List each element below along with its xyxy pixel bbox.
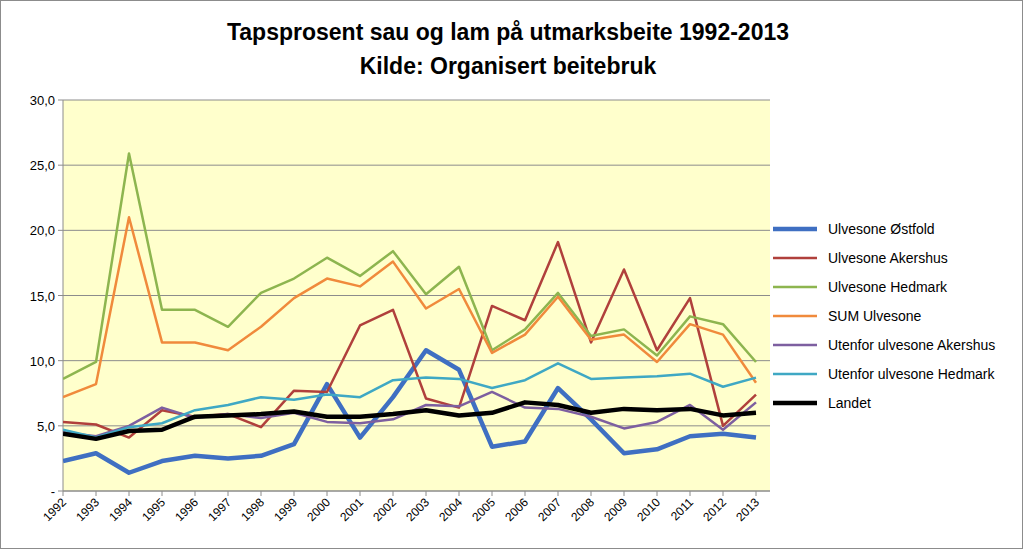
y-tick-label: 10,0 xyxy=(30,354,55,369)
plot-area xyxy=(63,100,770,491)
x-tick-label: 2005 xyxy=(469,495,498,524)
y-tick-label: 5,0 xyxy=(37,419,55,434)
x-tick xyxy=(294,491,295,496)
legend-swatch xyxy=(773,227,817,232)
x-tick-label: 2003 xyxy=(403,495,432,524)
x-tick-label: 2007 xyxy=(535,495,564,524)
x-tick xyxy=(360,491,361,496)
x-tick-label: 2008 xyxy=(568,495,597,524)
x-tick xyxy=(96,491,97,496)
legend-label: Landet xyxy=(828,395,871,411)
legend-label: Ulvesone Hedmark xyxy=(828,279,948,295)
x-tick xyxy=(327,491,328,496)
x-tick-label: 2010 xyxy=(634,495,663,524)
grid-line xyxy=(63,165,770,166)
x-tick-label: 1993 xyxy=(73,495,102,524)
x-tick xyxy=(459,491,460,496)
x-tick xyxy=(63,491,64,496)
legend-swatch xyxy=(773,286,817,289)
grid-line xyxy=(63,230,770,231)
x-tick-label: 1992 xyxy=(40,495,69,524)
grid-line xyxy=(63,100,770,101)
y-tick xyxy=(58,425,63,426)
x-tick-label: 2013 xyxy=(733,495,762,524)
x-tick xyxy=(591,491,592,496)
y-tick-label: 25,0 xyxy=(30,158,55,173)
x-tick xyxy=(426,491,427,496)
series-line xyxy=(63,402,756,439)
x-tick-label: 1994 xyxy=(106,495,135,524)
x-tick-label: 2006 xyxy=(502,495,531,524)
legend-swatch xyxy=(773,401,817,406)
x-tick xyxy=(393,491,394,496)
x-tick xyxy=(195,491,196,496)
subtitle: Kilde: Organisert beitebruk xyxy=(360,53,657,79)
y-tick-label: 15,0 xyxy=(30,289,55,304)
x-tick xyxy=(492,491,493,496)
x-tick-label: 1999 xyxy=(271,495,300,524)
x-tick-label: 2000 xyxy=(304,495,333,524)
legend-swatch xyxy=(773,257,817,260)
series-group xyxy=(63,153,756,472)
legend-swatch xyxy=(773,344,817,347)
x-tick-label: 2011 xyxy=(668,495,696,523)
x-tick-label: 1996 xyxy=(172,495,201,524)
y-tick-label: - xyxy=(51,484,55,499)
chart: Tapsprosent sau og lam på utmarksbeite 1… xyxy=(0,0,1023,549)
x-tick xyxy=(657,491,658,496)
x-tick xyxy=(723,491,724,496)
series-line xyxy=(63,153,756,378)
legend-label: SUM Ulvesone xyxy=(828,308,922,324)
legend-label: Utenfor ulvesone Akershus xyxy=(828,337,995,353)
legend-label: Ulvesone Østfold xyxy=(828,221,935,237)
y-tick xyxy=(58,230,63,231)
x-tick xyxy=(228,491,229,496)
x-tick xyxy=(624,491,625,496)
x-tick-label: 2012 xyxy=(700,495,729,524)
y-tick-label: 20,0 xyxy=(30,223,55,238)
legend-swatch xyxy=(773,373,817,376)
y-tick xyxy=(58,360,63,361)
grid-line xyxy=(63,491,770,492)
title: Tapsprosent sau og lam på utmarksbeite 1… xyxy=(227,19,789,45)
x-tick-label: 1995 xyxy=(139,495,168,524)
x-tick-label: 2004 xyxy=(436,495,465,524)
y-tick xyxy=(58,165,63,166)
legend-label: Ulvesone Akershus xyxy=(828,250,948,266)
x-tick xyxy=(690,491,691,496)
y-tick xyxy=(58,295,63,296)
legend-label: Utenfor ulvesone Hedmark xyxy=(828,366,996,382)
y-tick xyxy=(58,100,63,101)
x-tick xyxy=(756,491,757,496)
chart-frame xyxy=(1,1,1023,549)
x-tick-label: 2002 xyxy=(370,495,399,524)
x-tick xyxy=(558,491,559,496)
legend-swatch xyxy=(773,315,817,318)
x-tick xyxy=(261,491,262,496)
x-tick xyxy=(162,491,163,496)
y-tick-label: 30,0 xyxy=(30,93,55,108)
x-tick-label: 1997 xyxy=(205,495,234,524)
x-axis xyxy=(63,491,770,492)
y-tick xyxy=(58,491,63,492)
series-line xyxy=(63,217,756,397)
x-tick-label: 2001 xyxy=(337,495,366,524)
x-tick xyxy=(525,491,526,496)
x-tick-label: 1998 xyxy=(238,495,267,524)
x-tick xyxy=(129,491,130,496)
x-tick-label: 2009 xyxy=(601,495,630,524)
